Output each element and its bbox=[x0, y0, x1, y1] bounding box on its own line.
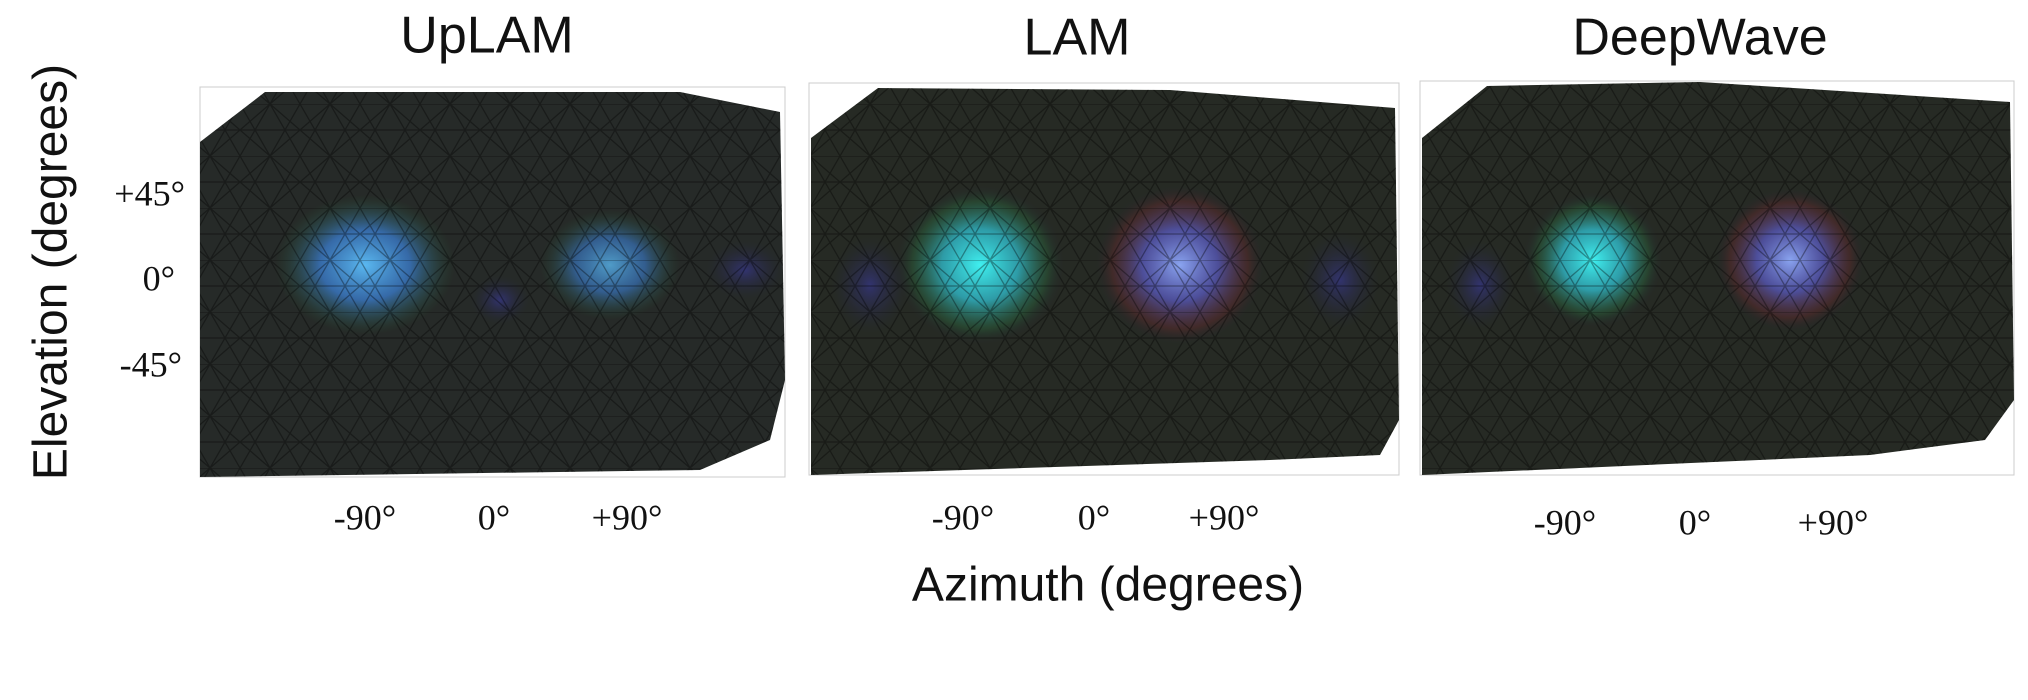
x-tick-label: 0° bbox=[1679, 502, 1711, 542]
panel-image bbox=[1419, 80, 2015, 476]
panel-title: LAM bbox=[1024, 9, 1131, 67]
panel-title: UpLAM bbox=[400, 7, 573, 65]
x-axis-label: Azimuth (degrees) bbox=[912, 559, 1304, 612]
x-tick-label: -90° bbox=[334, 497, 396, 537]
y-tick-label: 0° bbox=[143, 258, 175, 298]
x-tick-label: -90° bbox=[932, 497, 994, 537]
x-tick-label: +90° bbox=[1798, 502, 1869, 542]
y-axis-label: Elevation (degrees) bbox=[25, 64, 78, 480]
x-tick-label: +90° bbox=[592, 497, 663, 537]
panel-image bbox=[808, 82, 1400, 476]
panel-image bbox=[199, 86, 786, 478]
y-tick-label: +45° bbox=[114, 173, 185, 213]
x-tick-label: -90° bbox=[1534, 502, 1596, 542]
panel-title: DeepWave bbox=[1572, 9, 1827, 67]
y-tick-label: -45° bbox=[120, 344, 182, 384]
x-tick-label: +90° bbox=[1189, 497, 1260, 537]
x-tick-label: 0° bbox=[478, 497, 510, 537]
x-tick-label: 0° bbox=[1078, 497, 1110, 537]
